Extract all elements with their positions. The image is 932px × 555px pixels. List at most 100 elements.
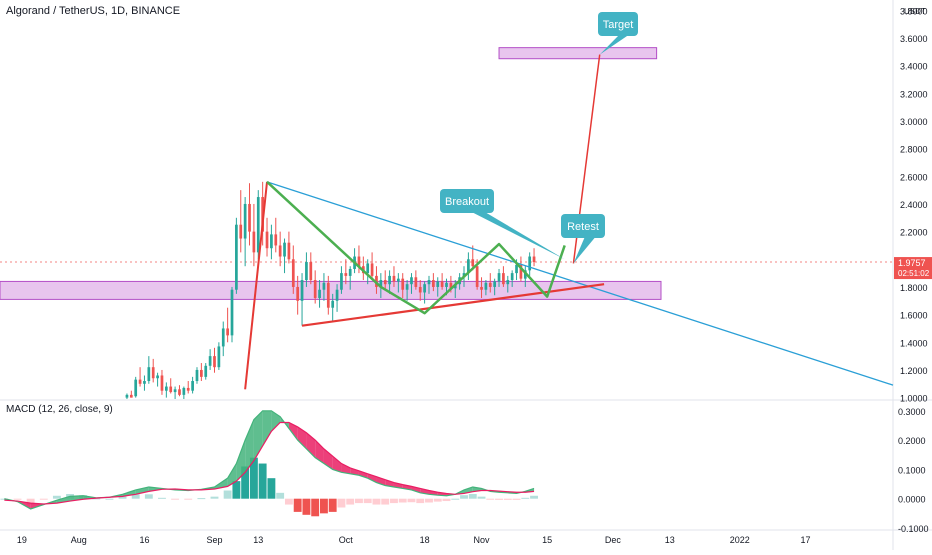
candle — [147, 356, 151, 384]
macd-histogram-bar — [241, 466, 250, 499]
candle-body — [484, 282, 488, 290]
candle-body — [493, 281, 497, 287]
candle-body — [440, 281, 444, 287]
candle — [344, 259, 348, 285]
candle-body — [357, 256, 361, 267]
time-tick-label: Sep — [206, 535, 222, 545]
candle — [414, 270, 418, 290]
candle-body — [335, 289, 339, 301]
macd-histogram-bar — [433, 498, 442, 502]
macd-tick-label: 0.1000 — [898, 465, 926, 475]
price-tick-label: 3.6000 — [900, 34, 928, 44]
candle-body — [147, 367, 151, 382]
candle — [178, 385, 181, 397]
candle-body — [283, 242, 286, 257]
candle-body — [449, 282, 453, 289]
candle — [287, 231, 291, 264]
candle-body — [300, 280, 304, 301]
candle-body — [160, 375, 164, 391]
candle — [283, 238, 286, 274]
macd-histogram-bar — [267, 478, 276, 499]
macd-histogram-bar — [197, 498, 206, 500]
price-tick-label: 1.4000 — [900, 338, 928, 348]
candle-body — [270, 234, 273, 249]
candle-body — [138, 379, 142, 384]
candle-body — [480, 286, 483, 290]
target-zone — [498, 47, 658, 60]
macd-signal-fill — [135, 486, 149, 495]
candle-body — [471, 259, 475, 267]
candle — [129, 390, 133, 398]
descending-trendline — [266, 181, 894, 386]
candle — [296, 275, 300, 315]
pattern-path — [266, 180, 566, 315]
price-tick-label: 1.0000 — [900, 394, 928, 404]
macd-histogram-bar — [144, 494, 153, 499]
macd-signal-fill — [350, 467, 359, 476]
candle — [388, 270, 391, 294]
macd-histogram-bar — [381, 498, 390, 505]
candle-body — [200, 369, 203, 377]
macd-histogram-bar — [355, 498, 363, 504]
candle-body — [379, 280, 383, 287]
candle — [182, 386, 186, 399]
candle — [510, 270, 514, 287]
candle — [370, 252, 374, 281]
candle-body — [256, 197, 260, 253]
macd-histogram-bar — [486, 498, 495, 500]
candle-body — [195, 369, 199, 382]
candle — [291, 245, 295, 294]
retest-callout: Retest — [561, 214, 605, 264]
price-badge-box — [894, 257, 932, 280]
candle-body — [226, 328, 229, 336]
macd-tick-label: -0.1000 — [898, 524, 929, 534]
candle-body — [243, 203, 247, 239]
macd-signal-fill — [358, 470, 368, 479]
time-tick-label: 13 — [665, 535, 675, 545]
candle-body — [164, 386, 168, 391]
time-tick-label: 17 — [800, 535, 810, 545]
candle-body — [423, 284, 426, 293]
time-tick-label: 18 — [420, 535, 430, 545]
candle — [432, 273, 435, 292]
candle-body — [151, 367, 155, 379]
candle — [138, 367, 142, 387]
time-tick-label: 16 — [139, 535, 149, 545]
candle-body — [134, 379, 138, 397]
candle — [160, 369, 164, 395]
candle — [528, 252, 532, 276]
candle-body — [182, 387, 186, 395]
macd-histogram-bar — [337, 498, 346, 508]
candle-body — [467, 259, 470, 274]
candle — [357, 245, 361, 274]
candle — [423, 281, 426, 304]
candle — [305, 252, 308, 287]
candle — [208, 349, 212, 370]
candle-body — [278, 245, 282, 257]
candle-body — [213, 356, 216, 368]
macd-histogram-bar — [302, 498, 311, 515]
candle — [169, 378, 173, 394]
macd-signal-fill — [332, 456, 342, 473]
macd-histogram-bar — [92, 498, 101, 500]
candle — [274, 217, 278, 253]
callout-text: Breakout — [445, 196, 489, 208]
candle — [134, 376, 138, 398]
macd-histogram-bar — [390, 498, 398, 504]
candle — [383, 270, 387, 290]
candle-body — [344, 273, 348, 276]
candle — [164, 382, 168, 398]
candle — [405, 280, 409, 301]
candle — [484, 280, 488, 296]
candle — [265, 217, 269, 257]
candle-body — [401, 278, 405, 290]
candle-body — [502, 273, 505, 285]
time-tick-label: 15 — [542, 535, 552, 545]
candle-body — [169, 386, 173, 393]
candle — [217, 342, 221, 370]
candle-body — [287, 242, 291, 260]
candle-body — [318, 289, 321, 299]
candle-body — [173, 389, 177, 393]
